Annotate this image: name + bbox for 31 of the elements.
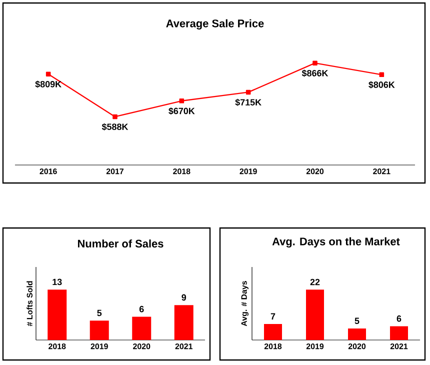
bar (48, 290, 67, 340)
point (246, 90, 251, 95)
data-label: $715K (235, 98, 262, 106)
bar (264, 324, 282, 340)
point (46, 72, 51, 76)
chart-title: Average Sale Price (166, 19, 264, 30)
data-label: 13 (52, 278, 62, 286)
point (379, 72, 384, 78)
bar (174, 305, 194, 340)
data-label: 5 (97, 310, 102, 316)
point (312, 60, 318, 66)
chart-title: Number of Sales (78, 239, 164, 248)
data-label: 6 (396, 315, 402, 322)
point (179, 98, 184, 104)
bar (90, 320, 109, 340)
data-label: $866K (302, 70, 328, 77)
data-label: $670K (168, 107, 195, 115)
data-label: 7 (270, 313, 276, 320)
data-label: $806K (368, 81, 395, 88)
bar (348, 328, 366, 340)
point (112, 114, 118, 120)
data-label: 6 (139, 306, 144, 312)
data-label: 22 (310, 278, 320, 286)
chart-title: Avg. Days on the Market (272, 237, 400, 248)
bar (306, 290, 324, 340)
data-label: $809K (35, 80, 62, 88)
data-label: 5 (354, 318, 360, 324)
data-label: 9 (182, 294, 186, 301)
bar (390, 326, 408, 340)
data-label: $588K (102, 123, 128, 131)
bar (132, 316, 152, 340)
